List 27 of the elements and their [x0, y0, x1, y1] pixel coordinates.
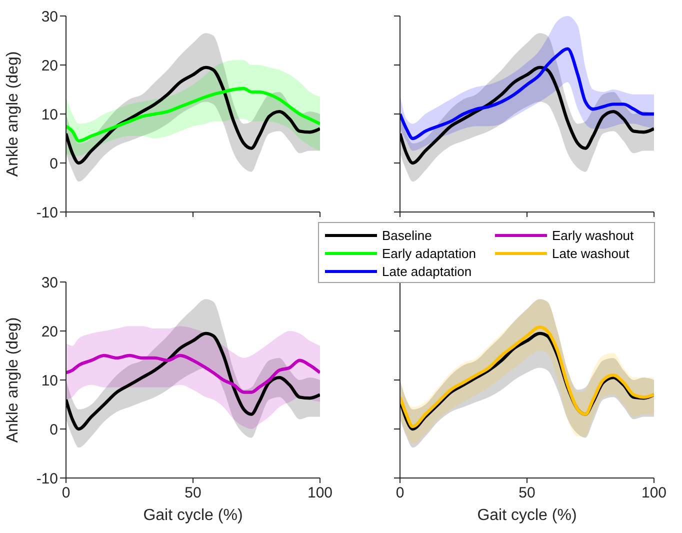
- y-tick-label: 20: [41, 323, 58, 340]
- y-axis-title: Ankle angle (deg): [4, 317, 22, 443]
- y-tick-label: 0: [50, 155, 58, 172]
- legend-label: Early adaptation: [382, 246, 476, 260]
- x-axis-title: Gait cycle (%): [143, 507, 243, 524]
- line-series: [66, 86, 320, 143]
- legend-label: Late washout: [552, 246, 630, 260]
- x-tick-label: 0: [396, 484, 404, 502]
- x-axis-title: Gait cycle (%): [477, 507, 577, 524]
- legend-label: Baseline: [382, 228, 432, 242]
- legend-label: Early washout: [552, 228, 634, 242]
- y-tick-label: 20: [41, 57, 58, 74]
- legend-label: Late adaptation: [382, 264, 472, 278]
- line-series: [66, 354, 320, 394]
- y-tick-label: 30: [41, 274, 58, 292]
- x-tick-label: 100: [307, 484, 333, 502]
- x-tick-label: 50: [518, 484, 536, 502]
- y-tick-label: 0: [50, 421, 58, 438]
- y-tick-label: -10: [36, 470, 58, 488]
- y-tick-label: 10: [41, 372, 58, 390]
- x-tick-label: 50: [184, 484, 202, 502]
- y-tick-label: 10: [41, 106, 58, 124]
- y-tick-label: -10: [36, 204, 58, 222]
- x-tick-label: 0: [62, 484, 70, 502]
- y-tick-label: 30: [41, 8, 58, 26]
- x-tick-label: 100: [641, 484, 667, 502]
- y-axis-title: Ankle angle (deg): [4, 51, 22, 177]
